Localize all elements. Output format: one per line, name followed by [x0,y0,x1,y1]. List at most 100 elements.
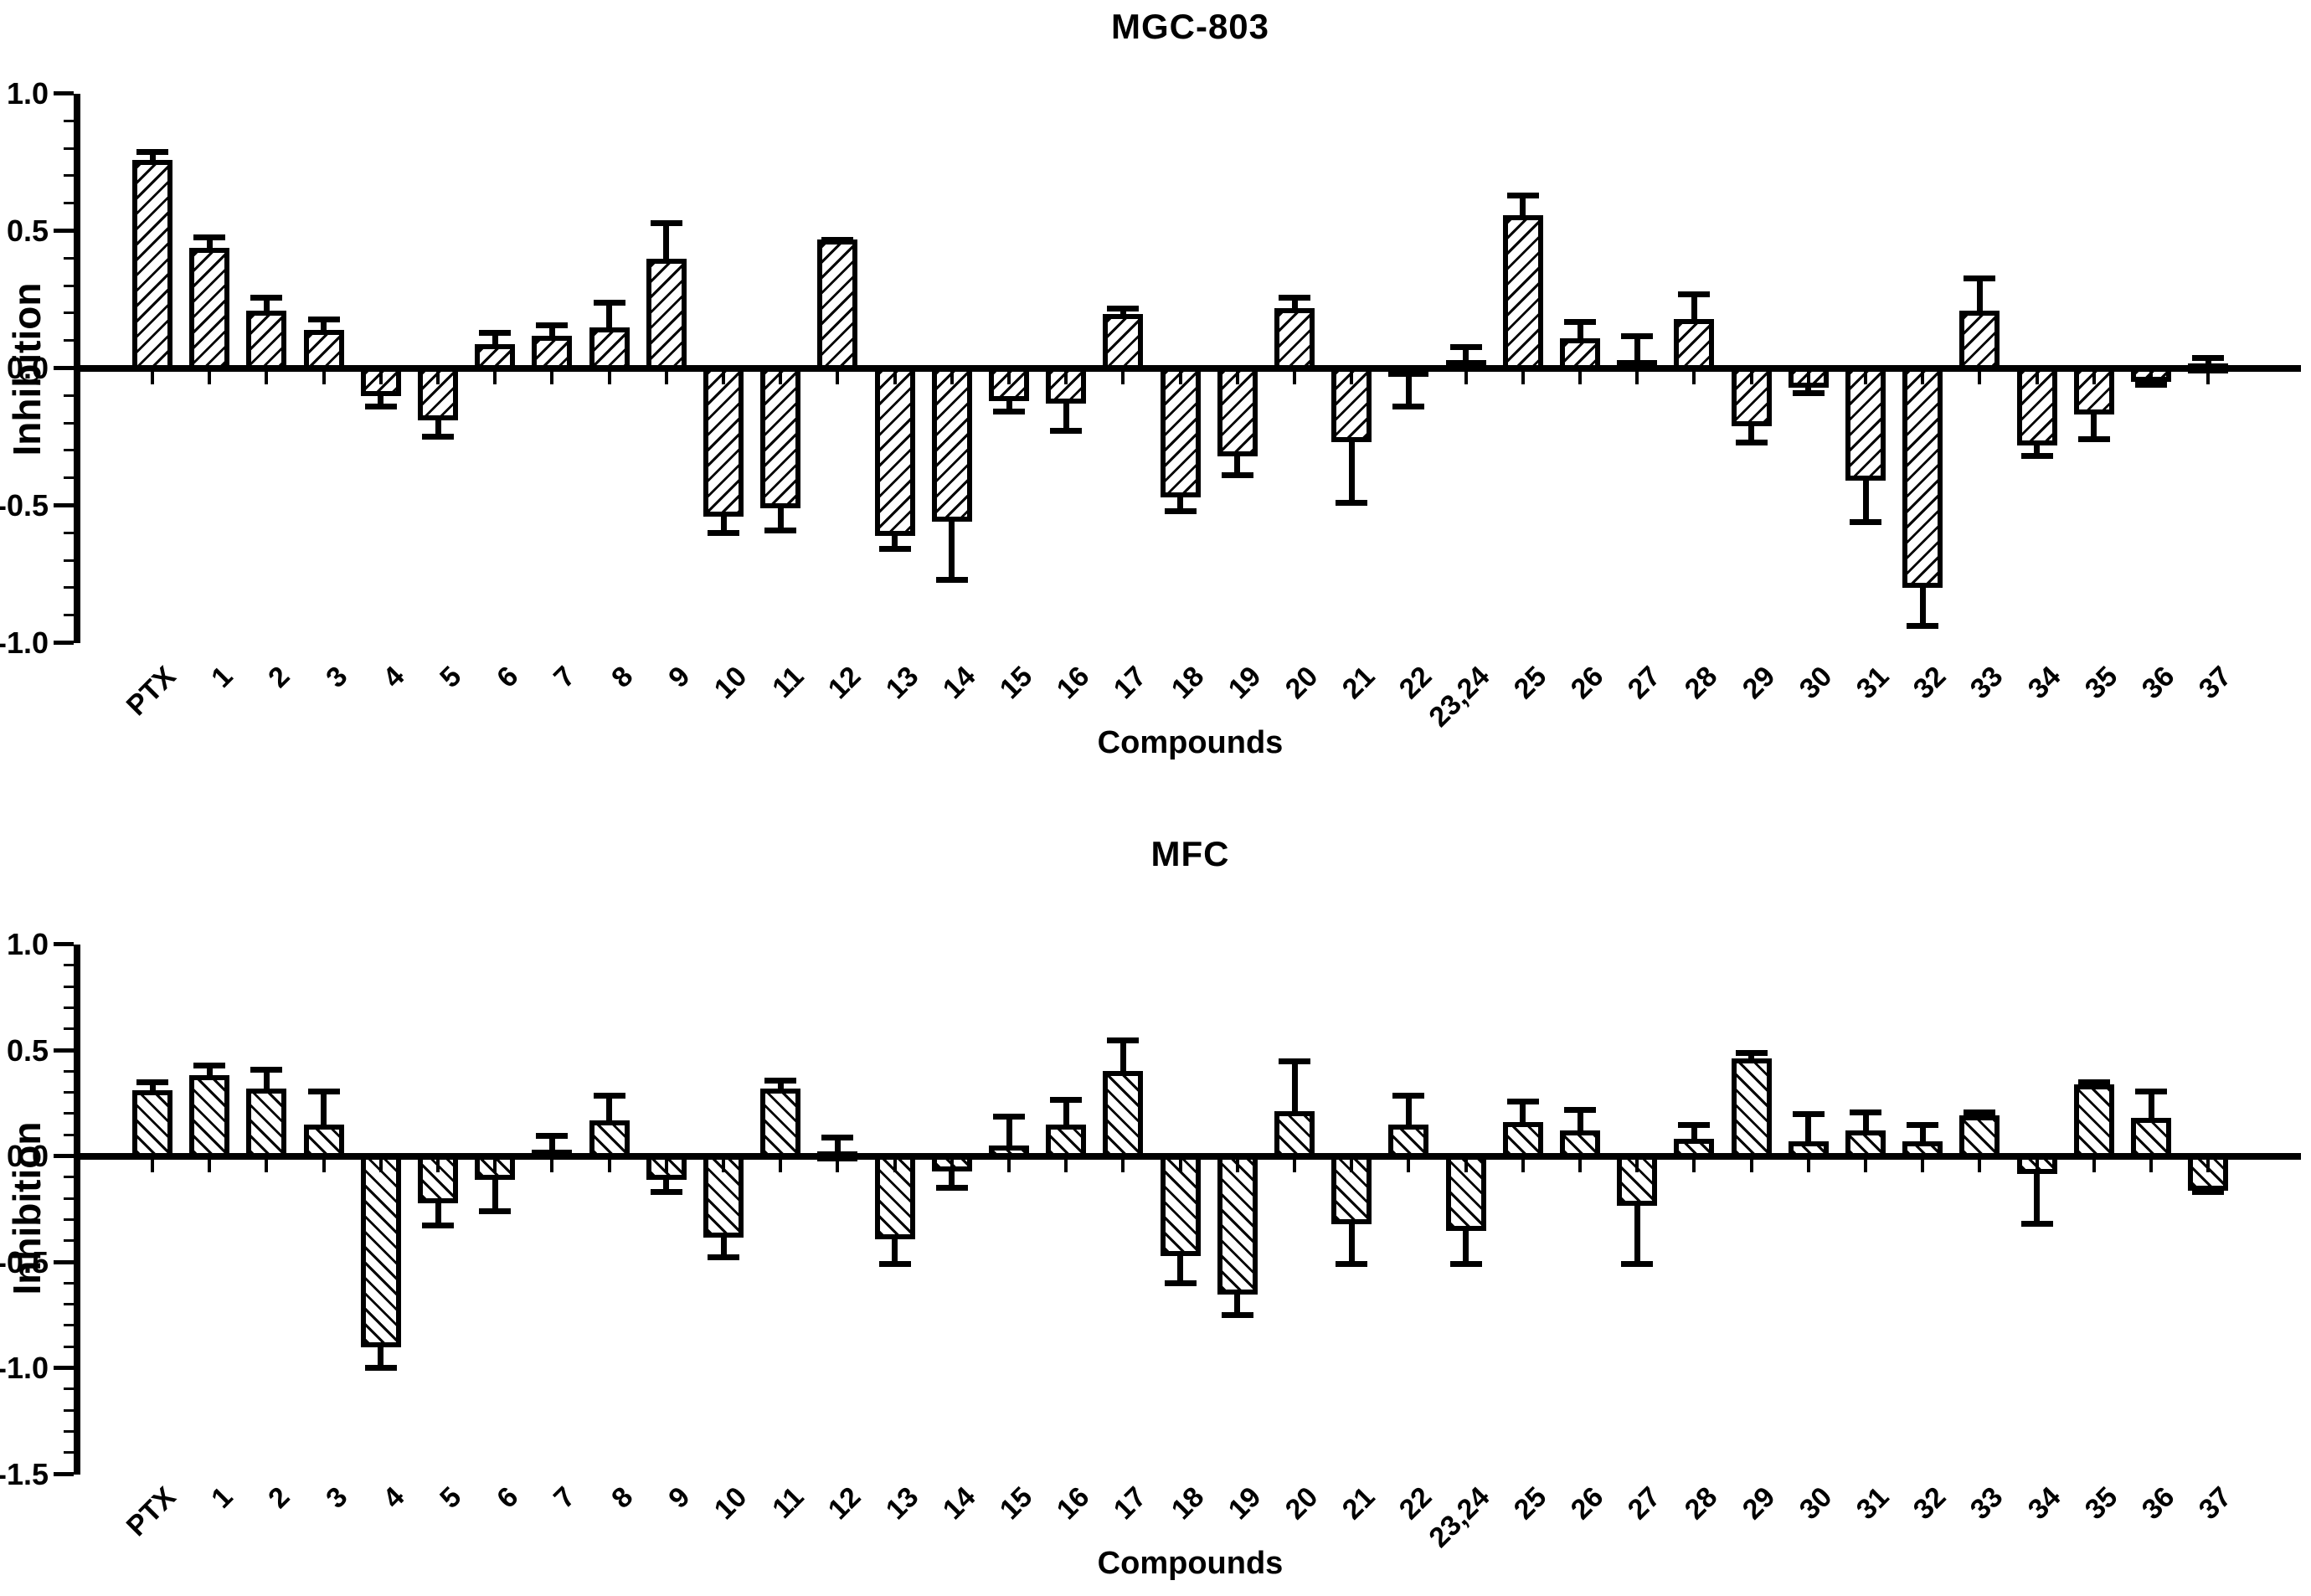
y-axis-minor-tick [64,202,74,205]
x-axis-tick [2149,372,2153,384]
x-axis-tick [1692,372,1696,384]
bar-29 [1731,1058,1772,1159]
y-axis-minor-tick [64,1451,74,1454]
error-bar-23,24 [1463,346,1469,363]
y-axis-minor-tick [64,1408,74,1412]
error-bar-cap-33 [1964,275,1996,281]
error-bar-23,24 [1463,1228,1469,1265]
error-bar-cap-36 [2135,1088,2167,1094]
x-axis-tick [2149,1160,2153,1172]
error-bar-cap-27 [1621,1261,1654,1268]
error-bar-cap-26 [1564,1107,1596,1114]
x-axis-tick [378,372,383,384]
x-axis-tick [1121,372,1125,384]
error-bar-4 [378,1345,384,1368]
x-axis-tick [493,1160,497,1172]
error-bar-9 [663,1177,670,1192]
x-axis-tick [1350,1160,1354,1172]
error-bar-22 [1405,1094,1412,1127]
x-axis-tick [1521,372,1525,384]
x-axis-tick [151,1160,154,1172]
error-bar-35 [2091,412,2097,440]
y-axis-minor-tick [64,586,74,589]
error-bar-cap-31 [1850,518,1881,525]
y-axis-tick-label: -0.5 [0,488,49,523]
error-bar-5 [435,418,441,437]
error-bar-cap-25 [1506,193,1539,199]
error-bar-32 [1919,585,1926,627]
x-axis-tick [436,372,440,384]
error-bar-cap-23,24 [1449,343,1482,350]
y-axis-minor-tick [64,394,74,397]
error-bar-cap-25 [1506,1099,1539,1105]
x-axis-tick [2092,1160,2096,1172]
error-bar-7 [548,1135,555,1152]
bar-19 [1217,1154,1258,1295]
x-axis-tick [1578,372,1582,384]
x-axis-tick [1293,372,1296,384]
x-axis-tick [151,372,154,384]
y-axis-tick-label: 0.0 [6,1139,49,1173]
x-axis-tick [893,372,897,384]
error-bar-cap-28 [1678,1122,1711,1129]
x-axis-tick [664,1160,668,1172]
error-bar-31 [1862,1111,1869,1134]
x-axis-tick [2035,372,2039,384]
error-bar-8 [606,302,613,331]
error-bar-2 [263,296,270,314]
error-bar-14 [949,1169,955,1188]
y-axis-line [74,945,80,1475]
error-bar-cap-PTX [136,1079,168,1086]
error-bar-cap-4 [364,1365,397,1371]
error-bar-cap-29 [1735,1050,1768,1057]
error-bar-22 [1405,373,1412,407]
error-bar-21 [1348,1222,1355,1265]
error-bar-15 [1006,1115,1012,1148]
x-axis-tick [550,1160,554,1172]
y-axis-tick [54,229,74,233]
error-bar-36 [2148,1090,2154,1120]
error-bar-cap-33 [1964,1109,1996,1115]
error-bar-cap-4 [364,403,397,409]
bar-33 [1959,311,2000,371]
y-axis-minor-tick [64,421,74,425]
x-axis-tick [1978,372,1982,384]
error-bar-34 [2034,1171,2041,1224]
error-bar-18 [1177,1254,1184,1284]
x-axis-tick [1978,1160,1982,1172]
bar-36 [2131,1117,2171,1159]
y-axis-minor-tick [64,1176,74,1179]
error-bar-15 [1006,399,1012,413]
x-axis-tick [1293,1160,1296,1172]
error-bar-cap-27 [1621,332,1654,339]
x-axis-tick [436,1160,440,1172]
error-bar-4 [378,393,384,407]
error-bar-28 [1691,294,1697,322]
x-axis-tick [1235,372,1239,384]
bar-17 [1103,1071,1144,1159]
error-bar-26 [1577,322,1583,342]
y-axis-minor-tick [64,985,74,988]
x-axis-tick [1806,1160,1810,1172]
x-axis-baseline [74,365,2301,372]
error-bar-cap-11 [764,527,797,533]
bar-35 [2073,1084,2114,1159]
y-axis-tick [54,942,74,946]
error-bar-cap-2 [250,1067,283,1073]
error-bar-1 [206,1065,213,1079]
x-axis-tick [722,1160,725,1172]
x-axis-tick [322,372,326,384]
x-axis-tick [1464,1160,1468,1172]
error-bar-cap-15 [993,409,1025,415]
x-axis-tick [1635,1160,1639,1172]
y-axis-minor-tick [64,284,74,287]
error-bar-cap-19 [1221,1311,1253,1318]
y-axis-minor-tick [64,339,74,342]
error-bar-21 [1348,440,1355,503]
error-bar-30 [1805,1114,1812,1144]
x-axis-tick [493,372,497,384]
x-axis-tick [378,1160,383,1172]
y-axis-tick-label: -1.0 [0,1351,49,1385]
error-bar-cap-19 [1221,471,1253,478]
